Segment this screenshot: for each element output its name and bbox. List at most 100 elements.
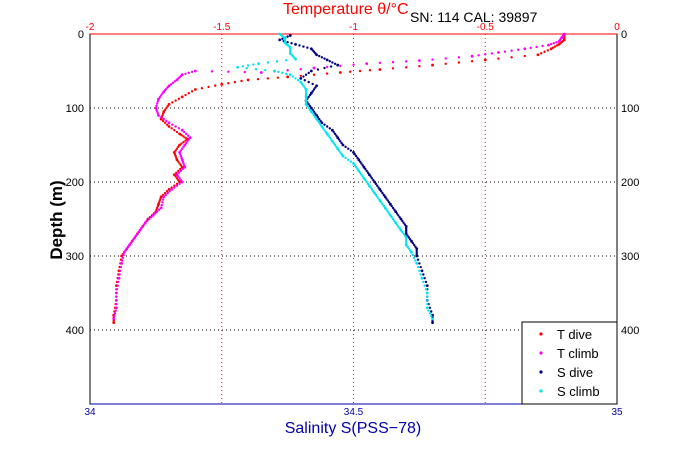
data-point xyxy=(406,245,409,248)
data-point xyxy=(257,62,261,65)
data-point xyxy=(347,158,350,161)
data-point xyxy=(546,49,550,52)
data-point xyxy=(179,153,182,156)
data-point xyxy=(377,186,380,189)
data-point xyxy=(190,90,194,93)
data-point xyxy=(541,44,544,48)
data-point xyxy=(177,169,180,173)
data-point xyxy=(557,40,561,43)
data-point xyxy=(366,182,370,186)
data-point xyxy=(308,108,312,112)
data-point xyxy=(187,92,191,95)
data-point xyxy=(187,138,191,141)
data-point xyxy=(177,127,181,130)
data-point xyxy=(422,280,425,284)
data-point xyxy=(426,299,429,302)
data-point xyxy=(115,288,119,291)
top-tick-label: 0 xyxy=(614,22,620,33)
data-point xyxy=(172,173,176,177)
data-point xyxy=(180,133,183,137)
data-point xyxy=(178,177,181,180)
data-point xyxy=(116,284,119,287)
data-point xyxy=(323,129,326,132)
data-point xyxy=(165,106,168,110)
data-point xyxy=(159,116,163,119)
y-tick-label-left: 200 xyxy=(66,177,84,189)
data-point xyxy=(304,88,308,91)
data-point xyxy=(393,219,396,223)
data-point xyxy=(327,134,330,137)
data-point xyxy=(361,175,364,178)
data-point xyxy=(401,230,404,234)
data-point xyxy=(133,236,137,239)
data-point xyxy=(387,212,391,215)
data-point xyxy=(141,225,144,228)
data-point xyxy=(484,53,487,56)
top-tick-label: -1 xyxy=(349,22,358,33)
data-point xyxy=(143,221,147,225)
data-point xyxy=(381,203,384,206)
data-point xyxy=(177,171,181,174)
data-point xyxy=(166,191,169,195)
data-point xyxy=(431,63,434,67)
data-point xyxy=(312,114,316,117)
data-point xyxy=(391,206,395,210)
data-point xyxy=(331,128,334,132)
data-point xyxy=(302,45,305,48)
data-point xyxy=(410,239,413,243)
y-tick-label-left: 400 xyxy=(66,325,84,337)
data-point xyxy=(331,61,334,64)
data-point xyxy=(388,213,392,217)
data-point xyxy=(194,88,197,91)
data-point xyxy=(312,110,316,113)
data-point xyxy=(155,206,159,210)
data-point xyxy=(161,201,164,204)
data-point xyxy=(294,77,297,80)
data-point xyxy=(328,127,331,130)
data-point xyxy=(382,204,386,208)
data-point xyxy=(361,164,364,167)
data-point xyxy=(175,78,179,82)
data-point xyxy=(423,277,426,280)
data-point xyxy=(174,99,177,102)
data-point xyxy=(114,306,118,310)
data-point xyxy=(516,48,520,51)
data-point xyxy=(300,82,304,86)
data-point xyxy=(503,50,507,53)
data-point xyxy=(425,306,429,310)
data-point xyxy=(168,190,171,193)
legend-label: T climb xyxy=(557,346,599,361)
data-point xyxy=(405,240,408,243)
data-point xyxy=(352,151,355,154)
y-tick-label-right: 200 xyxy=(621,177,639,189)
data-point xyxy=(146,219,149,223)
data-point xyxy=(394,210,398,214)
data-point xyxy=(213,84,217,87)
data-point xyxy=(121,259,124,262)
data-point xyxy=(410,250,413,254)
data-point xyxy=(276,76,279,79)
data-point xyxy=(360,173,363,176)
data-point xyxy=(161,112,165,115)
data-point xyxy=(311,112,314,115)
data-point xyxy=(329,65,333,68)
data-point xyxy=(378,61,382,65)
data-point xyxy=(285,59,288,62)
data-point xyxy=(181,167,185,171)
data-point xyxy=(132,238,135,241)
data-point xyxy=(366,171,370,174)
data-point xyxy=(415,254,419,258)
data-point xyxy=(552,42,555,45)
data-point xyxy=(323,66,326,70)
data-point xyxy=(407,247,411,250)
data-point xyxy=(304,73,308,76)
data-point xyxy=(163,191,167,195)
data-point xyxy=(183,143,187,147)
data-point xyxy=(121,256,125,260)
data-point xyxy=(114,309,117,312)
data-point xyxy=(175,158,179,162)
data-point xyxy=(411,241,414,245)
data-point xyxy=(428,312,432,315)
data-point xyxy=(117,276,121,280)
data-point xyxy=(444,57,447,60)
